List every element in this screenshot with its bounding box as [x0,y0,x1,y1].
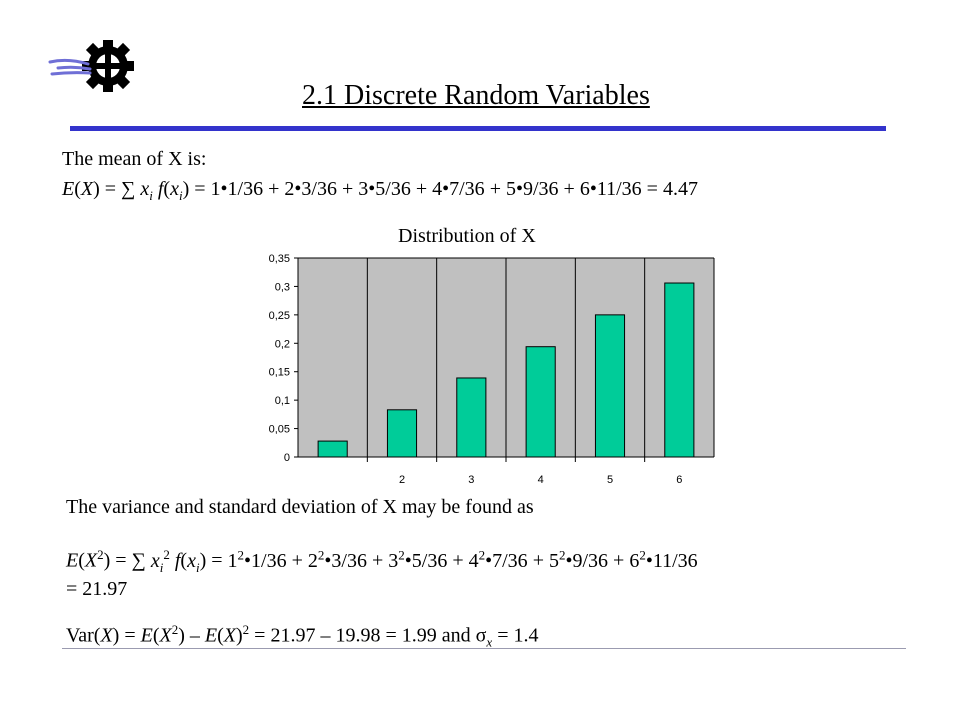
mean-term: 6•11/36 [579,178,642,200]
chart-title: Distribution of X [398,225,536,247]
second-moment-equation: E(X2) = ∑ xi2 f(xi) = 12•1/36 + 22•3/36 … [66,547,698,575]
variance-intro-text: The variance and standard deviation of X… [66,496,534,518]
second-moment-term: 32•5/36 [388,547,448,572]
mean-term: 1•1/36 [210,178,264,200]
footer-rule [62,648,906,649]
x-tick-label: 2 [399,474,405,486]
slide-title: 2.1 Discrete Random Variables [302,80,650,111]
mean-term: 5•9/36 [505,178,559,200]
y-tick-label: 0,3 [275,281,290,293]
bar [664,282,695,458]
bar [594,314,626,458]
second-moment-result-line: = 21.97 [66,578,128,600]
bar [456,377,487,458]
y-tick-label: 0,1 [275,395,290,407]
mean-equation: E(X) = ∑ xi f(xi) = 1•1/36 + 2•3/36 + 3•… [62,178,698,203]
x-tick-label: 3 [468,474,474,486]
bar [317,440,348,458]
mean-term: 3•5/36 [358,178,411,200]
bar [525,346,556,458]
second-moment-term: 52•9/36 [548,547,609,572]
y-tick-label: 0,35 [269,253,290,265]
mean-term: 2•3/36 [284,178,337,200]
x-tick-label: 4 [538,474,544,486]
second-moment-result: 21.97 [82,578,128,600]
sigma-value: 1.4 [513,624,539,647]
y-tick-label: 0,05 [269,424,290,436]
title-underline-rule [70,126,886,131]
mean-term: 4•7/36 [432,178,485,200]
second-moment-term: 42•7/36 [468,547,528,572]
x-tick-label: 5 [607,474,613,486]
bar [386,409,418,458]
mean-intro-text: The mean of X is: [62,148,207,170]
y-tick-label: 0,15 [269,367,290,379]
second-moment-term: 22•3/36 [307,547,367,572]
y-tick-label: 0,2 [275,338,290,350]
x-tick-label: 6 [676,474,682,486]
y-tick-label: 0 [284,452,290,464]
mean-result: 4.47 [662,178,698,200]
second-moment-term: 62•11/36 [629,547,698,572]
y-tick-label: 0,25 [269,310,290,322]
second-moment-term: 12•1/36 [227,547,287,572]
variance-values: 21.97 – 19.98 = 1.99 [270,624,437,647]
variance-equation: Var(X) = E(X2) – E(X)2 = 21.97 – 19.98 =… [66,622,539,650]
university-logo-icon [48,40,134,92]
